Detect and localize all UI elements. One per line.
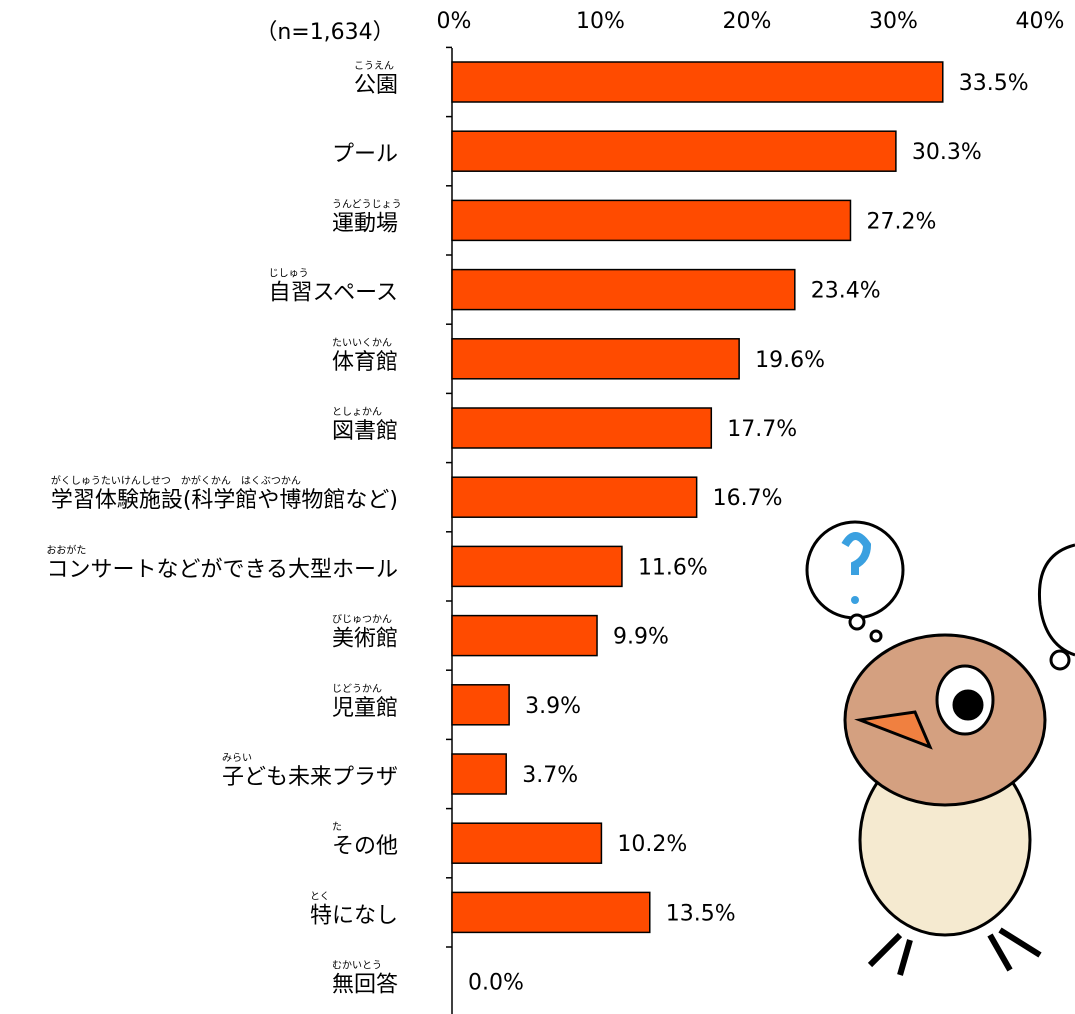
value-label: 33.5% <box>959 71 1029 96</box>
furigana: とく <box>310 890 330 902</box>
y-tick-label: 子ども未来プラザ <box>222 765 398 790</box>
bar <box>451 268 796 311</box>
x-tick-label: 40% <box>1016 9 1065 34</box>
value-label: 13.5% <box>666 901 736 926</box>
value-label: 27.2% <box>866 209 936 234</box>
bar <box>451 684 510 726</box>
value-label: 23.4% <box>811 279 881 304</box>
bubble-dot <box>848 613 866 631</box>
furigana: みらい <box>222 752 252 764</box>
bar <box>451 61 944 103</box>
y-tick-label: 無回答 <box>332 973 398 998</box>
value-label: 19.6% <box>755 348 825 373</box>
bar <box>451 614 598 657</box>
bird-pupil <box>952 689 984 721</box>
y-tick-label: その他 <box>332 834 398 859</box>
y-tick-label: プール <box>332 142 398 167</box>
value-label: 3.9% <box>525 694 581 719</box>
furigana: おおがた <box>46 543 86 556</box>
x-tick-label: 10% <box>576 9 625 34</box>
value-label: 10.2% <box>617 832 687 857</box>
bar <box>451 476 698 518</box>
question-mark <box>841 532 872 575</box>
value-label: 16.7% <box>713 486 783 511</box>
furigana: こうえん <box>354 60 394 72</box>
value-label: 11.6% <box>638 555 708 580</box>
y-tick-label: 特になし <box>310 903 398 928</box>
y-tick-label: 図書館 <box>332 419 398 444</box>
x-tick-label: 30% <box>869 9 918 34</box>
x-tick-label: 20% <box>723 9 772 34</box>
bar <box>451 753 507 795</box>
illustration <box>805 520 1075 976</box>
bar <box>451 199 852 242</box>
furigana: むかいとう <box>332 960 382 972</box>
value-label: 0.0% <box>468 971 524 996</box>
y-tick-label: 児童館 <box>332 696 398 721</box>
bubble-dot <box>1049 649 1071 671</box>
value-label: 3.7% <box>522 763 578 788</box>
bubble-dot <box>869 629 883 643</box>
chart-subtitle: （n=1,634） <box>255 20 394 45</box>
bird-feet <box>867 927 1042 976</box>
furigana: としょかん <box>332 406 382 418</box>
furigana: じしゅう <box>269 268 309 280</box>
furigana: がくしゅうたいけんしせつ かがくかん はくぶつかん <box>51 474 301 487</box>
y-tick-label: 体育館 <box>332 350 398 375</box>
furigana: じどうかん <box>332 683 382 695</box>
value-label: 9.9% <box>613 625 669 650</box>
bar <box>451 338 740 380</box>
furigana: たいいくかん <box>332 337 392 349</box>
furigana: た <box>332 821 342 833</box>
bar <box>451 822 603 864</box>
y-tick-label: 自習スペース <box>269 281 398 306</box>
y-tick-label: 学習体験施設(科学館や博物館など) <box>51 488 398 513</box>
furigana: びじゅつかん <box>332 614 392 626</box>
y-tick-label: コンサートなどができる大型ホール <box>46 557 398 582</box>
bar <box>451 130 897 172</box>
y-tick-label: 公園 <box>354 73 398 98</box>
value-label: 30.3% <box>912 140 982 165</box>
bar <box>451 545 623 588</box>
bird-beak <box>854 710 933 750</box>
value-label: 17.7% <box>727 417 797 442</box>
thought-bubble <box>1037 543 1075 657</box>
x-tick-label: 0% <box>437 9 472 34</box>
y-tick-label: 美術館 <box>332 627 398 652</box>
furigana: うんどうじょう <box>332 198 402 210</box>
question-dot <box>851 596 859 604</box>
bar <box>451 891 651 934</box>
bar <box>451 407 713 449</box>
y-tick-label: 運動場 <box>332 211 398 236</box>
